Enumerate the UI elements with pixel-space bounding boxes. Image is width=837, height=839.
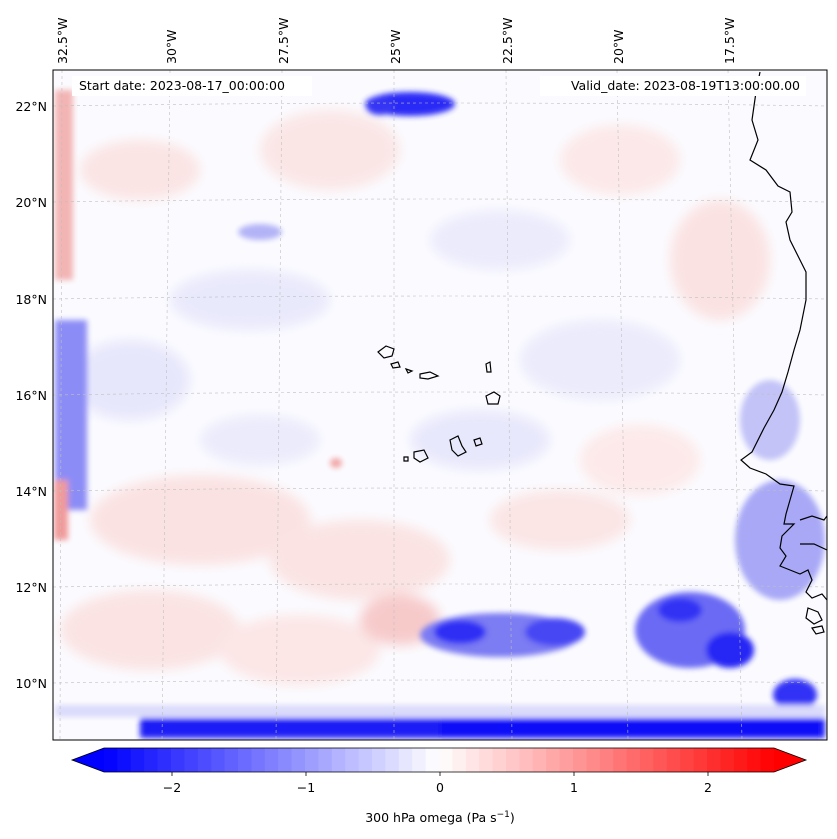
colorbar-step [519,748,534,772]
valid-date-box [540,76,806,96]
cape-verde-islands [377,345,501,463]
colorbar-step [747,748,762,772]
lat-label: 22°N [15,99,47,114]
lat-label: 10°N [15,676,47,691]
colorbar-step [412,748,427,772]
colorbar-step [465,748,480,772]
colorbar-step [291,748,306,772]
colorbar-step [197,748,212,772]
colorbar-extend-min [72,748,104,772]
colorbar-step [626,748,641,772]
coastlines [740,71,827,635]
lon-label: 17.5°W [722,18,737,64]
colorbar-step [104,748,118,772]
start-date-label: Start date: 2023-08-17_00:00:00 [79,78,285,93]
colorbar-step [479,748,494,772]
colorbar-step [546,748,561,772]
colorbar-step [586,748,601,772]
colorbar-step [264,748,279,772]
colorbar-tick-label: 0 [436,780,444,795]
colorbar-step [506,748,520,772]
lon-label: 30°W [164,29,179,64]
colorbar-step [224,748,239,772]
lat-label: 16°N [15,388,47,403]
lon-label: 25°W [388,29,403,64]
lat-label: 18°N [15,292,47,307]
colorbar: −2 −1 0 1 2 300 hPa omega (Pa s−1) [70,747,808,825]
graticule [53,70,827,740]
colorbar-tick-labels: −2 −1 0 1 2 [163,780,712,795]
colorbar-step [238,748,252,772]
colorbar-step [171,748,185,772]
colorbar-steps [104,748,775,772]
colorbar-step [720,748,735,772]
lat-label: 14°N [15,484,47,499]
colorbar-step [345,748,360,772]
colorbar-step [251,748,266,772]
colorbar-label: 300 hPa omega (Pa s−1) [365,810,515,825]
colorbar-extend-max [774,748,806,772]
colorbar-step [331,748,346,772]
valid-date-label: Valid_date: 2023-08-19T13:00:00.00 [571,78,800,93]
colorbar-tick-label: 1 [570,780,578,795]
latitude-labels: 22°N 20°N 18°N 16°N 14°N 12°N 10°N [15,99,47,691]
colorbar-step [358,748,373,772]
colorbar-tick-label: −2 [163,780,181,795]
colorbar-step [666,748,681,772]
map-panel: Start date: 2023-08-17_00:00:00 Valid_da… [52,69,828,741]
lon-label: 20°W [611,29,626,64]
colorbar-step [305,748,319,772]
colorbar-step [211,748,226,772]
colorbar-tick-label: −1 [297,780,315,795]
omega-field [54,90,825,738]
colorbar-step [184,748,199,772]
colorbar-step [452,748,467,772]
colorbar-step [693,748,708,772]
lat-label: 12°N [15,580,47,595]
colorbar-step [653,748,668,772]
colorbar-step [760,748,775,772]
start-date-box [72,76,312,96]
colorbar-step [425,748,440,772]
colorbar-step [733,748,748,772]
lon-label: 27.5°W [276,18,291,64]
colorbar-step [439,748,453,772]
colorbar-step [532,748,547,772]
longitude-labels: 32.5°W 30°W 27.5°W 25°W 22.5°W 20°W 17.5… [55,18,737,64]
colorbar-step [385,748,400,772]
colorbar-step [278,748,293,772]
colorbar-step [398,748,413,772]
colorbar-step [318,748,333,772]
colorbar-tick-label: 2 [704,780,712,795]
colorbar-outline [70,747,808,773]
colorbar-step [117,748,132,772]
lat-label: 20°N [15,195,47,210]
colorbar-step [144,748,159,772]
map-frame [52,69,828,741]
colorbar-step [130,748,145,772]
colorbar-step [157,748,172,772]
colorbar-step [492,748,507,772]
colorbar-step [613,748,628,772]
colorbar-step [640,748,654,772]
colorbar-step [680,748,695,772]
lon-label: 22.5°W [500,18,515,64]
colorbar-step [599,748,614,772]
colorbar-step [573,748,587,772]
colorbar-ticks [171,772,709,776]
colorbar-step [559,748,574,772]
colorbar-step [372,748,386,772]
colorbar-step [707,748,721,772]
lon-label: 32.5°W [55,18,70,64]
